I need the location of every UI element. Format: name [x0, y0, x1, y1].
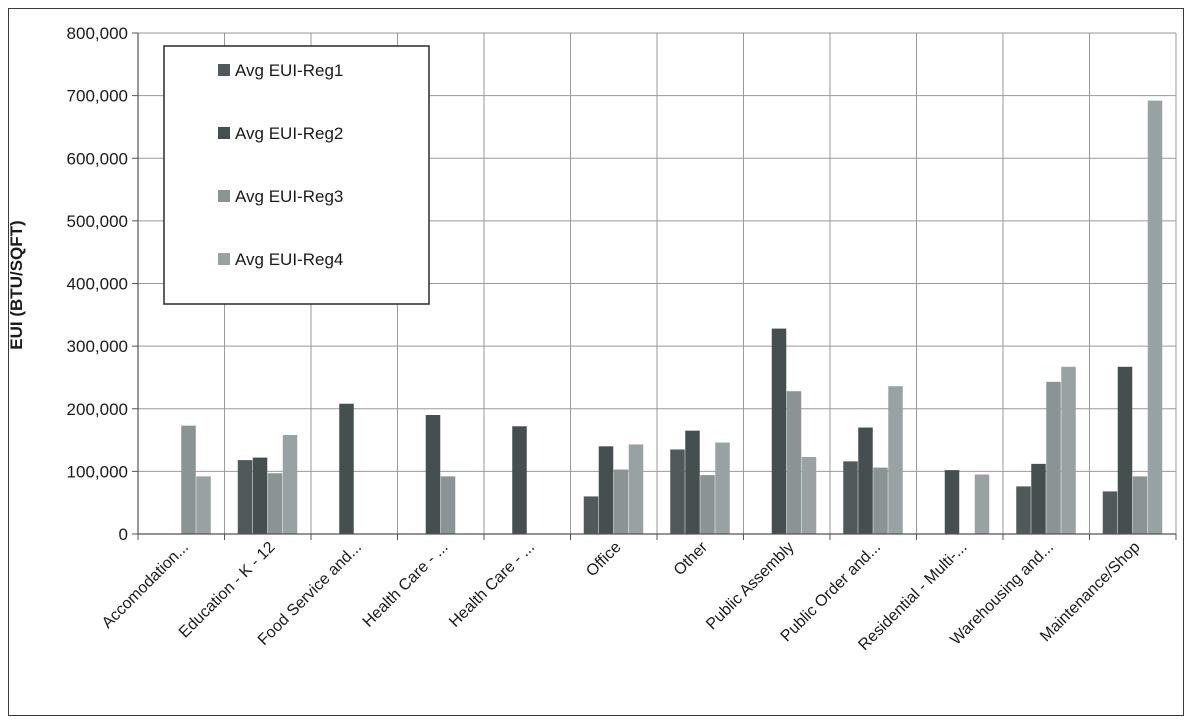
bar-1-12 — [1102, 491, 1118, 534]
legend-swatch — [218, 64, 230, 76]
bar-2-3 — [339, 403, 354, 534]
y-tick-label: 100,000 — [67, 462, 128, 481]
legend: Avg EUI-Reg1 Avg EUI-Reg2 Avg EUI-Reg3 Avg … — [163, 45, 430, 305]
bar-2-2 — [252, 457, 268, 534]
bar-3-8 — [786, 391, 802, 534]
bar-3-4 — [440, 476, 456, 534]
bar-2-6 — [598, 446, 614, 534]
bar-4-2 — [282, 435, 298, 534]
y-tick-label: 500,000 — [67, 212, 128, 231]
x-tick-label: Other — [671, 538, 712, 579]
y-tick-label: 800,000 — [67, 24, 128, 43]
y-tick-label: 200,000 — [67, 400, 128, 419]
y-tick-labels: 0 100,000 200,000 300,000 400,000 500,000 600,… — [67, 24, 128, 544]
legend-swatch — [218, 190, 230, 202]
bar-1-6 — [583, 496, 599, 534]
bar-3-2 — [267, 473, 283, 534]
bar-1-9 — [843, 461, 858, 534]
legend-box — [163, 45, 430, 305]
legend-swatch — [218, 127, 230, 139]
bar-2-7 — [685, 430, 700, 534]
legend-label: Avg EUI-Reg1 — [235, 61, 343, 80]
bar-1-2 — [237, 460, 253, 534]
legend-label: Avg EUI-Reg4 — [235, 250, 343, 269]
x-tick-label: Health Care - ... — [446, 539, 538, 631]
bar-4-1 — [196, 476, 211, 534]
bar-3-11 — [1046, 381, 1061, 534]
bar-4-9 — [888, 386, 903, 534]
bar-3-7 — [700, 475, 715, 534]
x-tick-label: Health Care - ... — [360, 539, 452, 631]
bar-1-11 — [1016, 486, 1031, 534]
bar-2-12 — [1117, 366, 1133, 534]
legend-swatch — [218, 253, 230, 265]
bar-2-5 — [512, 426, 527, 534]
bar-3-1 — [181, 425, 196, 534]
y-tick-label: 0 — [119, 525, 128, 544]
legend-label: Avg EUI-Reg2 — [235, 124, 343, 143]
x-tick-label: Accomodation... — [99, 539, 192, 632]
y-tick-label: 600,000 — [67, 149, 128, 168]
y-tick-label: 400,000 — [67, 275, 128, 294]
y-tick-label: 300,000 — [67, 337, 128, 356]
bar-3-6 — [613, 469, 629, 534]
x-tick-label: Education - K - 12 — [176, 539, 279, 642]
bars — [181, 100, 1163, 534]
bar-2-10 — [944, 470, 960, 534]
bar-4-8 — [801, 456, 817, 534]
legend-items: Avg EUI-Reg1 Avg EUI-Reg2 Avg EUI-Reg3 Avg … — [218, 61, 343, 269]
axes — [132, 32, 1177, 540]
x-tick-label: Office — [583, 539, 624, 580]
x-tick-label: Public Assembly — [703, 539, 797, 633]
bar-1-7 — [670, 449, 685, 534]
bar-3-12 — [1132, 476, 1148, 534]
bar-2-11 — [1031, 463, 1046, 534]
bar-4-6 — [628, 444, 644, 534]
y-tick-label: 700,000 — [67, 87, 128, 106]
y-axis-title: EUI (BTU/SQFT) — [7, 220, 26, 349]
bar-4-12 — [1147, 100, 1163, 534]
legend-label: Avg EUI-Reg3 — [235, 187, 343, 206]
bar-4-7 — [715, 442, 730, 534]
bar-2-9 — [858, 427, 873, 534]
bar-2-4 — [425, 415, 441, 534]
bar-2-8 — [771, 328, 787, 534]
bar-3-9 — [873, 467, 888, 534]
bar-4-10 — [974, 474, 990, 534]
bar-4-11 — [1061, 366, 1076, 534]
